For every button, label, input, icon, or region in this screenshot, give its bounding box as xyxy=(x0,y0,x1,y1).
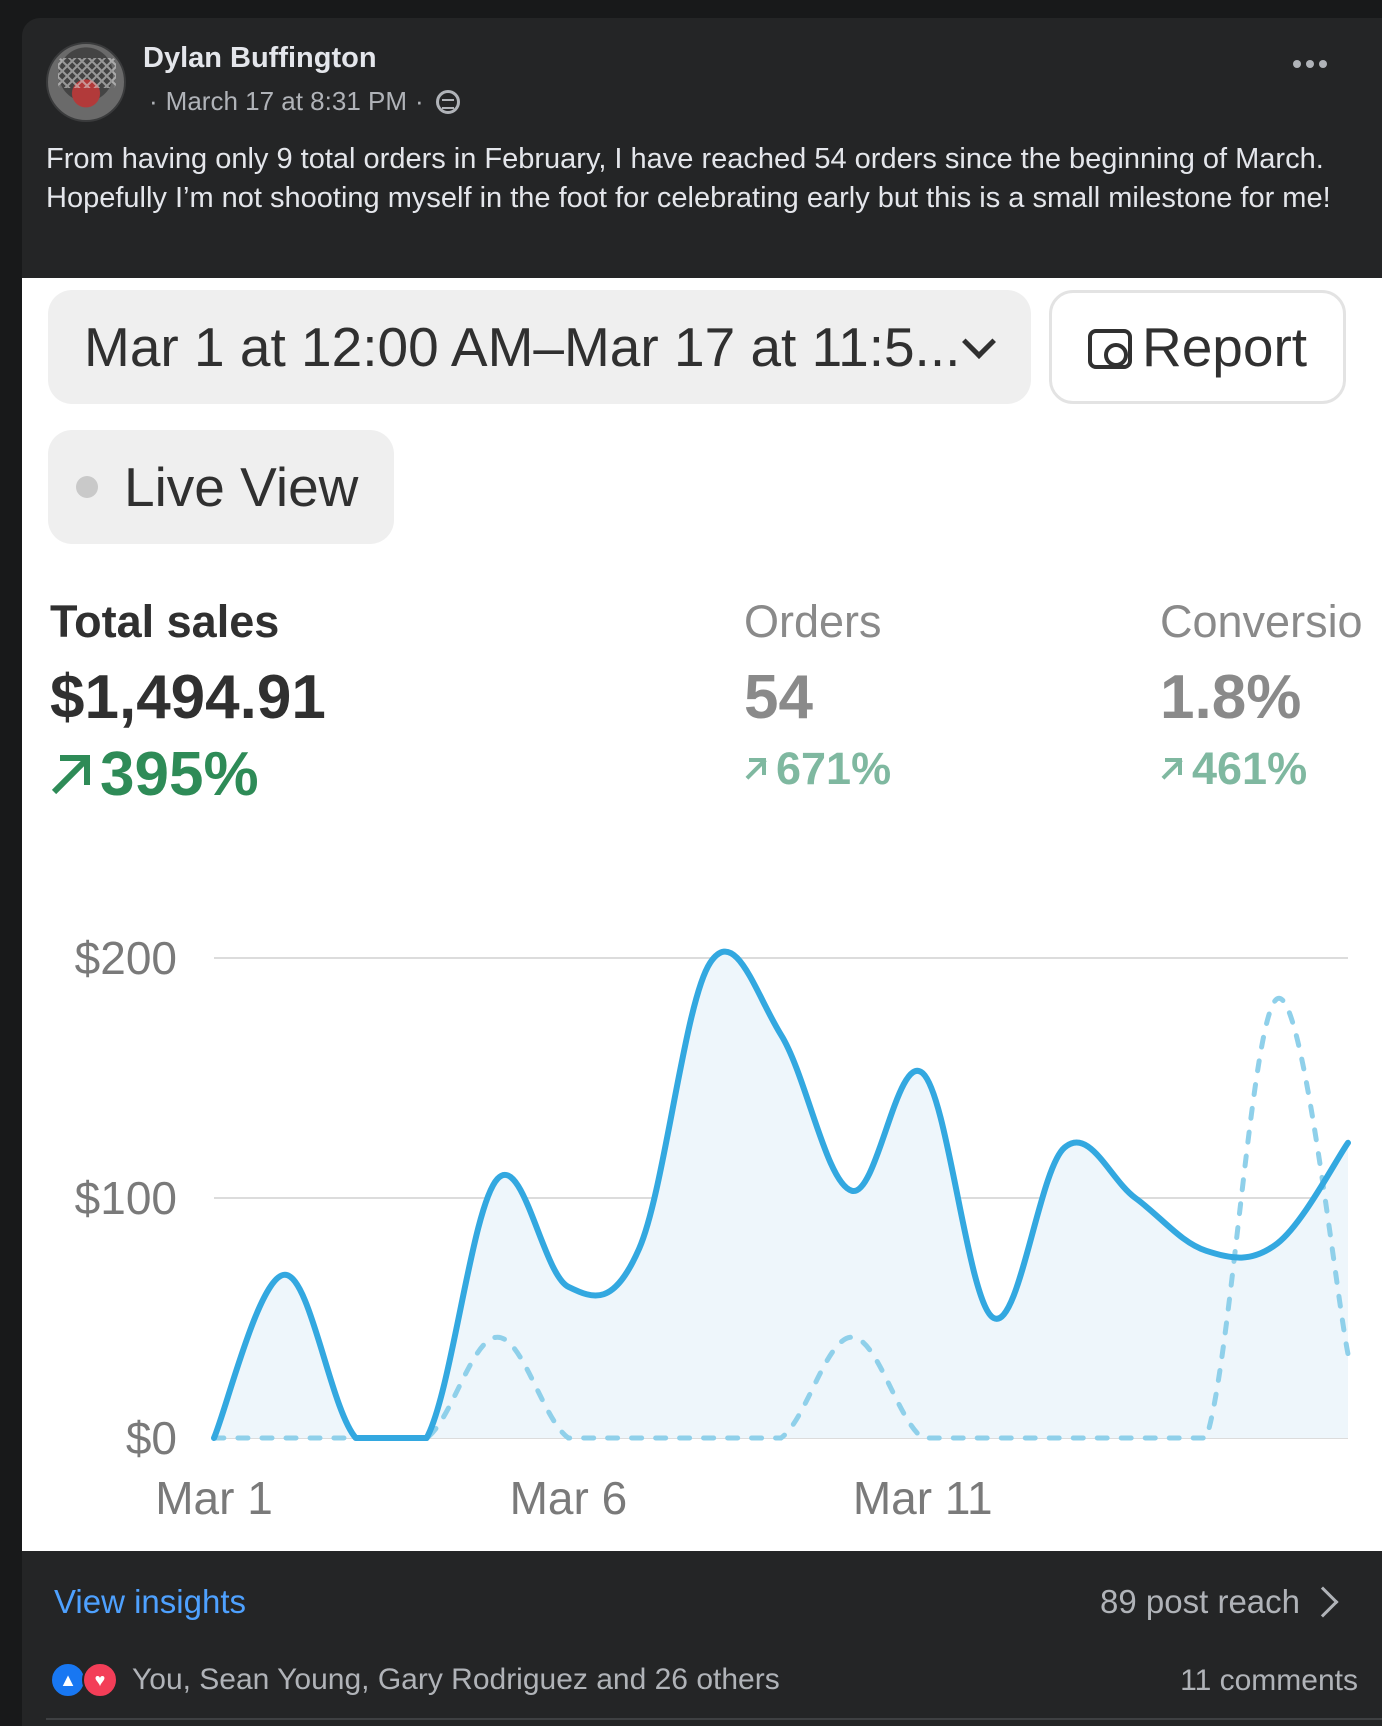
series-area xyxy=(214,951,1348,1438)
metric-change: 461% xyxy=(1192,743,1308,794)
metric-value: 54 xyxy=(744,663,813,732)
divider xyxy=(46,1718,1382,1720)
post-timestamp[interactable]: March 17 at 8:31 PM xyxy=(165,86,408,116)
report-button[interactable]: Report xyxy=(1049,290,1346,404)
live-view-label: Live View xyxy=(124,456,359,518)
arrow-up-right-icon xyxy=(1160,758,1182,780)
metric-total-sales[interactable]: Total sales $1,494.91 395% xyxy=(50,596,326,810)
y-tick-label: $200 xyxy=(75,932,177,984)
dashboard-screenshot: Mar 1 at 12:00 AM–Mar 17 at 11:5... Repo… xyxy=(22,278,1382,1551)
live-dot-icon xyxy=(76,476,98,498)
like-icon: ▲ xyxy=(50,1662,86,1698)
reactions-summary[interactable]: ▲ ♥ You, Sean Young, Gary Rodriguez and … xyxy=(50,1662,780,1698)
metric-label: Conversio xyxy=(1160,596,1363,647)
y-tick-label: $100 xyxy=(75,1172,177,1224)
facebook-post: Dylan Buffington · March 17 at 8:31 PM ·… xyxy=(22,18,1382,1726)
meta-separator: · xyxy=(149,86,158,116)
date-range-selector[interactable]: Mar 1 at 12:00 AM–Mar 17 at 11:5... xyxy=(48,290,1031,404)
sales-line-chart: $200 $100 $0 Mar 1 Mar 6 Mar 11 xyxy=(75,932,1351,1524)
x-tick-label: Mar 1 xyxy=(155,1472,273,1524)
y-tick-label: $0 xyxy=(126,1412,177,1464)
metric-label: Total sales xyxy=(50,596,280,647)
x-tick-label: Mar 6 xyxy=(510,1472,628,1524)
view-insights-link[interactable]: View insights xyxy=(54,1583,246,1620)
metric-conversion[interactable]: Conversio 1.8% 461% xyxy=(1160,596,1363,795)
comments-count[interactable]: 11 comments xyxy=(1180,1664,1358,1697)
report-label: Report xyxy=(1142,316,1308,378)
report-icon xyxy=(1088,327,1132,369)
globe-icon xyxy=(435,89,460,114)
meta-separator: · xyxy=(415,86,424,116)
reactions-text: You, Sean Young, Gary Rodriguez and 26 o… xyxy=(132,1663,780,1696)
date-range-text: Mar 1 at 12:00 AM–Mar 17 at 11:5... xyxy=(84,316,961,378)
author-name[interactable]: Dylan Buffington xyxy=(143,42,377,74)
metric-change: 671% xyxy=(776,743,892,794)
series-line-sales xyxy=(211,948,1351,1442)
metric-value: 1.8% xyxy=(1160,663,1302,732)
metric-change: 395% xyxy=(100,740,259,809)
x-tick-label: Mar 11 xyxy=(853,1472,993,1524)
chevron-right-icon[interactable] xyxy=(1307,1586,1339,1618)
post-text: From having only 9 total orders in Febru… xyxy=(46,143,1331,214)
avatar[interactable] xyxy=(46,42,126,122)
more-options-icon[interactable] xyxy=(1293,60,1327,68)
series-line-comparison xyxy=(211,996,1351,1441)
love-icon: ♥ xyxy=(82,1662,118,1698)
post-meta: · March 17 at 8:31 PM · xyxy=(149,86,460,117)
metric-value: $1,494.91 xyxy=(50,663,326,732)
arrow-up-right-icon xyxy=(744,758,766,780)
metric-orders[interactable]: Orders 54 671% xyxy=(744,596,891,795)
arrow-up-right-icon xyxy=(50,754,90,795)
metric-label: Orders xyxy=(744,596,882,647)
post-reach: 89 post reach xyxy=(1100,1583,1300,1620)
live-view-button[interactable]: Live View xyxy=(48,430,394,544)
